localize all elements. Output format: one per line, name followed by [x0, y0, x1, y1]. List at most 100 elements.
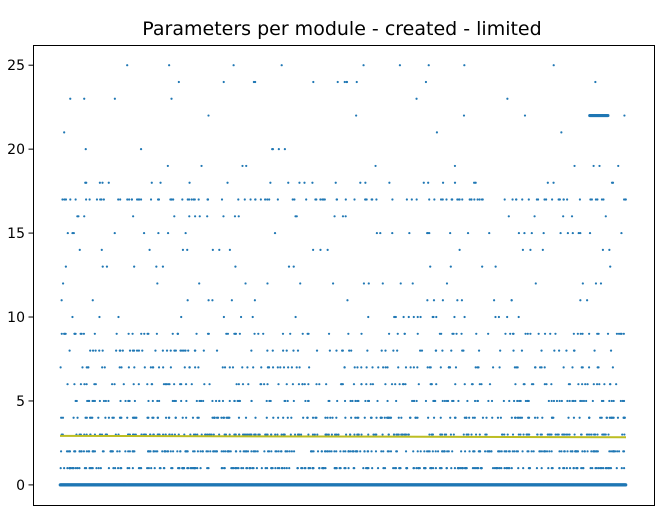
data-point: [511, 450, 514, 453]
data-point: [319, 198, 322, 201]
data-point: [60, 299, 63, 302]
data-point: [185, 399, 188, 403]
data-point: [451, 450, 454, 453]
data-point: [382, 366, 385, 369]
data-point: [389, 450, 393, 453]
data-point: [620, 467, 623, 470]
data-point: [454, 383, 457, 386]
data-point: [552, 64, 555, 67]
data-point: [570, 215, 574, 218]
data-point: [168, 64, 171, 67]
data-point: [196, 433, 199, 436]
data-point: [189, 433, 192, 436]
data-point: [253, 332, 256, 335]
data-point: [140, 332, 143, 335]
data-point: [151, 366, 154, 369]
data-point: [211, 299, 214, 302]
data-point: [267, 450, 271, 453]
data-point: [367, 282, 370, 285]
data-point: [416, 416, 419, 419]
data-point: [386, 366, 389, 369]
data-point: [321, 198, 324, 201]
data-point: [403, 332, 406, 335]
data-point: [494, 315, 497, 319]
data-point: [231, 467, 234, 470]
data-point: [608, 399, 611, 403]
data-point: [474, 181, 477, 184]
data-point: [326, 450, 330, 453]
data-point: [501, 433, 504, 436]
data-point: [64, 332, 67, 335]
data-point: [177, 80, 180, 84]
data-point: [287, 265, 291, 268]
data-point: [395, 450, 398, 453]
data-point: [288, 467, 291, 470]
data-point: [218, 433, 221, 436]
data-point: [162, 366, 165, 369]
data-point: [334, 181, 337, 184]
data-point: [435, 131, 439, 134]
data-point: [313, 433, 316, 436]
mean-line: [59, 434, 627, 439]
data-point: [466, 231, 470, 235]
data-point: [126, 64, 129, 67]
data-point: [374, 433, 377, 436]
data-point: [252, 80, 255, 84]
data-point: [349, 450, 352, 453]
data-point: [298, 181, 301, 184]
data-point: [74, 198, 77, 201]
data-point: [80, 450, 83, 453]
data-point: [620, 231, 623, 235]
data-point: [498, 366, 501, 369]
data-point: [344, 433, 348, 436]
data-point: [439, 416, 442, 419]
data-point: [428, 231, 431, 235]
data-point: [356, 433, 359, 436]
y-tick-label-5: 5: [16, 394, 25, 410]
data-point: [104, 399, 107, 403]
data-point: [100, 248, 103, 251]
data-point: [199, 399, 202, 403]
data-point: [263, 383, 266, 386]
data-point: [284, 450, 287, 453]
data-point: [407, 315, 410, 319]
data-point: [473, 181, 476, 184]
data-point: [103, 366, 106, 369]
data-point: [174, 416, 177, 419]
data-point: [502, 399, 505, 403]
data-point: [609, 349, 613, 352]
data-point: [463, 450, 467, 453]
data-point: [226, 450, 229, 453]
data-point: [428, 198, 431, 201]
data-point: [552, 416, 555, 419]
data-point: [180, 399, 183, 403]
data-point: [100, 198, 103, 201]
data-point: [473, 450, 476, 453]
data-point: [177, 433, 180, 436]
data-point: [619, 332, 622, 335]
data-point: [271, 366, 275, 369]
data-point: [156, 198, 160, 201]
data-point: [97, 467, 100, 470]
data-point: [265, 416, 268, 419]
data-point: [233, 215, 237, 218]
data-point: [121, 349, 124, 352]
data-point: [580, 467, 583, 470]
data-point: [440, 450, 444, 453]
data-point: [180, 349, 184, 352]
data-point: [304, 399, 307, 403]
data-point: [314, 416, 317, 419]
data-point: [221, 399, 225, 403]
data-point: [462, 114, 466, 117]
data-point: [409, 416, 412, 419]
data-point: [84, 148, 87, 151]
data-point: [519, 416, 522, 419]
data-point: [234, 332, 238, 335]
data-point: [370, 450, 373, 453]
data-point: [268, 198, 271, 201]
data-point: [449, 265, 452, 268]
data-point: [576, 332, 579, 335]
data-point: [77, 215, 80, 218]
data-point: [615, 383, 618, 386]
data-point: [608, 248, 611, 251]
